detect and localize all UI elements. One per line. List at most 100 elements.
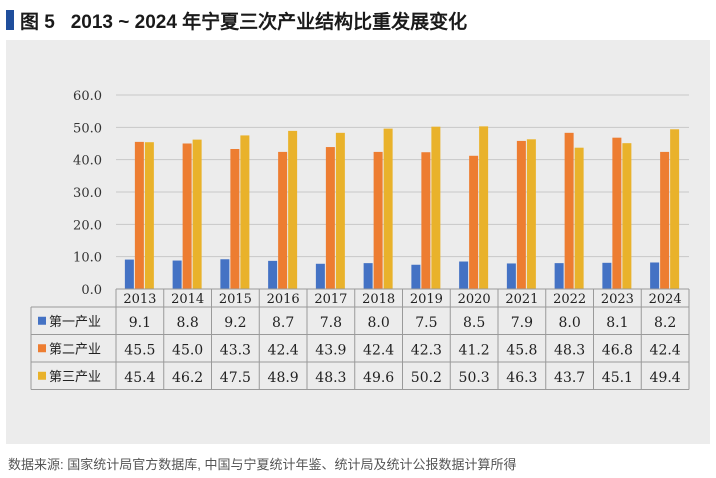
figure-title: 图 5 2013 ~ 2024 年宁夏三次产业结构比重发展变化 bbox=[6, 6, 467, 34]
y-tick-label: 50.0 bbox=[73, 121, 102, 136]
legend-label: 第二产业 bbox=[49, 342, 101, 357]
data-label: 43.9 bbox=[315, 342, 346, 358]
data-label: 7.8 bbox=[320, 315, 342, 331]
data-label: 41.2 bbox=[459, 342, 490, 358]
chart-panel: 0.0 10.0 20.0 30.0 40.0 50.0 60.0 2013 2014 2015 2… bbox=[6, 40, 710, 444]
data-label: 46.2 bbox=[172, 370, 203, 386]
legend-swatch-3 bbox=[38, 371, 46, 380]
bar-3 bbox=[335, 132, 345, 289]
bar-2 bbox=[564, 132, 574, 289]
bar-2 bbox=[373, 151, 383, 289]
bar-1 bbox=[506, 263, 516, 289]
x-tick-label: 2016 bbox=[267, 292, 300, 307]
data-label: 43.3 bbox=[220, 342, 251, 358]
bar-2 bbox=[278, 151, 288, 289]
bar-2 bbox=[325, 147, 335, 289]
title-marker bbox=[6, 10, 14, 30]
legend-label: 第一产业 bbox=[49, 315, 101, 330]
data-label: 9.2 bbox=[224, 315, 246, 331]
data-label: 48.3 bbox=[554, 342, 585, 358]
data-label: 42.4 bbox=[363, 342, 394, 358]
bar-3 bbox=[383, 128, 393, 289]
source-note: 数据来源: 国家统计局官方数据库, 中国与宁夏统计年鉴、统计局及统计公报数据计算… bbox=[8, 457, 517, 472]
x-tick-label: 2019 bbox=[410, 292, 443, 307]
y-tick-label: 10.0 bbox=[73, 251, 102, 266]
bar-1 bbox=[315, 263, 325, 289]
data-label: 48.3 bbox=[315, 370, 346, 386]
bar-1 bbox=[554, 263, 564, 289]
data-label: 49.6 bbox=[363, 370, 394, 386]
bar-1 bbox=[602, 262, 612, 289]
bar-1 bbox=[650, 262, 660, 289]
x-tick-label: 2021 bbox=[505, 292, 538, 307]
x-tick-label: 2024 bbox=[649, 292, 682, 307]
y-tick-label: 30.0 bbox=[73, 186, 102, 201]
bar-1 bbox=[268, 260, 278, 289]
bar-3 bbox=[670, 129, 680, 289]
chart-svg: 0.0 10.0 20.0 30.0 40.0 50.0 60.0 2013 2014 2015 2… bbox=[30, 89, 690, 390]
title-spacer bbox=[55, 9, 71, 31]
bar-2 bbox=[182, 143, 192, 289]
data-label: 8.8 bbox=[176, 315, 198, 331]
bar-2 bbox=[421, 152, 431, 289]
data-label: 50.3 bbox=[459, 370, 490, 386]
data-label: 7.9 bbox=[511, 315, 533, 331]
data-label: 50.2 bbox=[411, 370, 442, 386]
bar-3 bbox=[479, 126, 489, 289]
chart-title: 2013 ~ 2024 年宁夏三次产业结构比重发展变化 bbox=[70, 11, 468, 33]
bar-2 bbox=[230, 148, 240, 289]
data-label: 8.7 bbox=[272, 315, 294, 331]
bar-1 bbox=[172, 260, 182, 289]
bar-3 bbox=[192, 139, 202, 289]
data-label: 8.2 bbox=[654, 315, 676, 331]
legend-swatch-2 bbox=[38, 344, 46, 353]
data-label: 42.3 bbox=[411, 342, 442, 358]
data-label: 45.4 bbox=[124, 370, 155, 386]
bar-2 bbox=[612, 137, 622, 289]
y-tick-label: 0.0 bbox=[81, 283, 102, 298]
data-label: 43.7 bbox=[554, 370, 585, 386]
x-tick-label: 2022 bbox=[553, 292, 586, 307]
data-label: 7.5 bbox=[415, 315, 437, 331]
data-label: 8.0 bbox=[558, 315, 580, 331]
x-tick-label: 2017 bbox=[314, 292, 347, 307]
bar-1 bbox=[411, 264, 421, 289]
data-label: 8.0 bbox=[367, 315, 389, 331]
data-label: 45.1 bbox=[602, 370, 633, 386]
data-label: 46.8 bbox=[602, 342, 633, 358]
bar-3 bbox=[574, 147, 584, 289]
data-label: 49.4 bbox=[650, 370, 681, 386]
bar-1 bbox=[220, 259, 230, 289]
y-tick-label: 60.0 bbox=[73, 89, 102, 104]
bar-3 bbox=[622, 143, 632, 289]
data-label: 45.8 bbox=[506, 342, 537, 358]
x-tick-label: 2015 bbox=[219, 292, 252, 307]
bar-2 bbox=[469, 155, 479, 289]
data-label: 45.0 bbox=[172, 342, 203, 358]
data-label: 9.1 bbox=[129, 315, 151, 331]
data-label: 46.3 bbox=[506, 370, 537, 386]
bar-1 bbox=[459, 261, 469, 289]
data-label: 8.1 bbox=[606, 315, 628, 331]
data-label: 42.4 bbox=[650, 342, 681, 358]
bar-3 bbox=[240, 135, 250, 289]
x-tick-label: 2020 bbox=[458, 292, 491, 307]
bar-3 bbox=[288, 130, 298, 289]
data-label: 47.5 bbox=[220, 370, 251, 386]
data-label: 42.4 bbox=[268, 342, 299, 358]
x-tick-label: 2013 bbox=[123, 292, 156, 307]
bar-3 bbox=[144, 142, 154, 289]
figure-label: 图 5 bbox=[20, 11, 55, 33]
x-tick-label: 2014 bbox=[171, 292, 204, 307]
legend-swatch-1 bbox=[38, 316, 46, 325]
y-tick-label: 20.0 bbox=[73, 218, 102, 233]
legend-label: 第三产业 bbox=[49, 370, 101, 385]
bar-2 bbox=[660, 151, 670, 289]
x-tick-label: 2018 bbox=[362, 292, 395, 307]
data-label: 45.5 bbox=[124, 342, 155, 358]
y-tick-label: 40.0 bbox=[73, 154, 102, 169]
bar-1 bbox=[363, 263, 373, 289]
bar-3 bbox=[526, 139, 536, 289]
data-label: 48.9 bbox=[268, 370, 299, 386]
bar-3 bbox=[431, 126, 441, 289]
